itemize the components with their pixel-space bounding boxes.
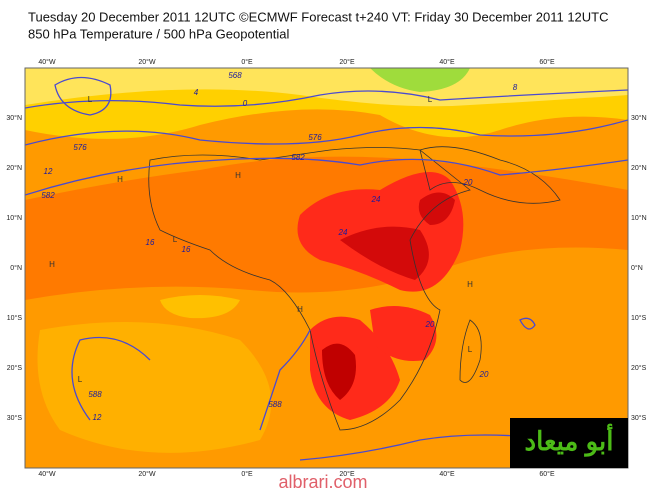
contour-label: 588 — [268, 400, 282, 409]
pressure-center: H — [235, 171, 241, 180]
contour-label: 8 — [513, 83, 518, 92]
contour-label: 20 — [463, 178, 473, 187]
coastline — [148, 147, 471, 431]
longitude-label: 20°E — [339, 58, 355, 66]
contour-label: 576 — [73, 143, 87, 152]
temp-zone — [370, 306, 437, 361]
contour-label: 24 — [371, 195, 381, 204]
latitude-label: 10°N — [631, 214, 647, 222]
pressure-center: L — [78, 375, 83, 384]
contour-label: 16 — [182, 245, 191, 254]
pressure-center: L — [173, 235, 178, 244]
map: أبو ميعاد — [24, 67, 629, 469]
pressure-center: H — [297, 305, 303, 314]
contour-label: 582 — [41, 191, 55, 200]
map-frame — [24, 67, 629, 469]
pressure-center: H — [467, 280, 473, 289]
contour-label: 20 — [479, 370, 489, 379]
coastline — [419, 146, 561, 204]
latitude-label: 30°N — [6, 114, 22, 122]
contour-label: 576 — [308, 133, 322, 142]
latitude-label: 0°N — [10, 264, 22, 272]
logo: أبو ميعاد — [525, 423, 614, 457]
pressure-center: H — [49, 260, 55, 269]
logo-box — [510, 418, 628, 468]
temp-zone — [25, 68, 628, 107]
pressure-center: L — [88, 95, 93, 104]
temp-zone — [418, 192, 455, 225]
longitude-label: 20°W — [138, 58, 156, 66]
latitude-label: 20°N — [631, 164, 647, 172]
pressure-center: L — [468, 345, 473, 354]
latitude-label: 10°S — [631, 314, 647, 322]
contour-label: 588 — [88, 390, 102, 399]
latitude-label: 30°S — [7, 414, 23, 422]
watermark: albrari.com — [278, 472, 367, 491]
longitude-label: 0°E — [241, 470, 253, 478]
temp-zone — [340, 226, 429, 280]
contour-label: 16 — [146, 238, 155, 247]
contour-label: 0 — [243, 99, 248, 108]
pressure-center: L — [428, 95, 433, 104]
latitude-label: 0°N — [631, 264, 643, 272]
latitude-label: 10°N — [6, 214, 22, 222]
longitude-label: 20°E — [339, 470, 355, 478]
latitude-label: 20°S — [631, 364, 647, 372]
latitude-label: 30°N — [631, 114, 647, 122]
contours — [25, 76, 628, 461]
longitude-label: 0°E — [241, 58, 253, 66]
latitude-label: 20°N — [6, 164, 22, 172]
latitude-label: 20°S — [7, 364, 23, 372]
longitude-label: 40°W — [38, 58, 56, 66]
contour-label: 12 — [93, 413, 102, 422]
longitude-label: 20°W — [138, 470, 156, 478]
temp-zone — [322, 343, 356, 400]
longitude-label: 60°E — [539, 470, 555, 478]
latitude-label: 30°S — [631, 414, 647, 422]
pressure-center: H — [117, 175, 123, 184]
longitude-label: 60°E — [539, 58, 555, 66]
longitude-label: 40°E — [439, 470, 455, 478]
subtitle: 850 hPa Temperature / 500 hPa Geopotenti… — [28, 26, 290, 41]
contour-label: 24 — [338, 228, 348, 237]
temp-zone — [160, 295, 240, 319]
temp-zone — [37, 322, 272, 453]
contour-label: 568 — [228, 71, 242, 80]
latitude-label: 10°S — [7, 314, 23, 322]
contour-label: 4 — [194, 88, 199, 97]
contour-label: 582 — [291, 153, 305, 162]
longitude-label: 40°E — [439, 58, 455, 66]
temp-zone — [370, 68, 470, 92]
contour-label: 12 — [44, 167, 53, 176]
contour-label: 20 — [425, 320, 435, 329]
longitude-label: 40°W — [38, 470, 56, 478]
title: Tuesday 20 December 2011 12UTC ©ECMWF Fo… — [28, 9, 609, 24]
coastline — [459, 319, 482, 383]
